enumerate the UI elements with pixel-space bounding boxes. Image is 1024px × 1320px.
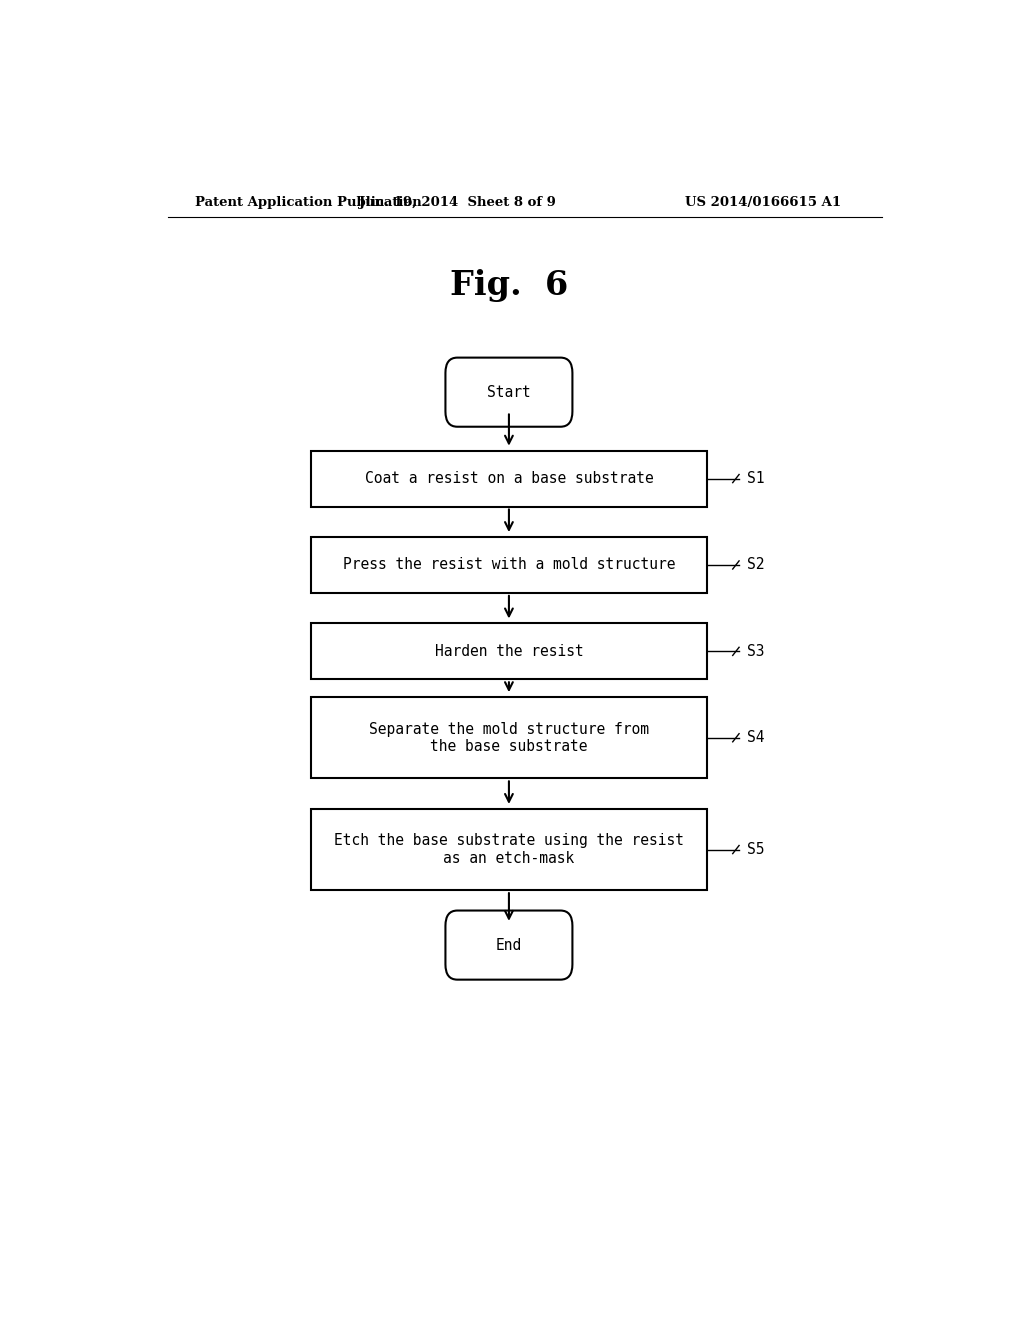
Text: US 2014/0166615 A1: US 2014/0166615 A1 [685, 195, 841, 209]
Text: Separate the mold structure from
the base substrate: Separate the mold structure from the bas… [369, 722, 649, 754]
Bar [310, 537, 708, 593]
Text: End: End [496, 937, 522, 953]
Text: Etch the base substrate using the resist
as an etch-mask: Etch the base substrate using the resist… [334, 833, 684, 866]
Text: Press the resist with a mold structure: Press the resist with a mold structure [343, 557, 675, 573]
FancyBboxPatch shape [445, 911, 572, 979]
Text: S4: S4 [748, 730, 765, 746]
Text: Jun. 19, 2014  Sheet 8 of 9: Jun. 19, 2014 Sheet 8 of 9 [358, 195, 556, 209]
Text: S5: S5 [748, 842, 765, 857]
Text: Patent Application Publication: Patent Application Publication [196, 195, 422, 209]
Text: S2: S2 [748, 557, 765, 573]
Text: Fig.  6: Fig. 6 [450, 269, 568, 302]
Bar [310, 450, 708, 507]
Text: Start: Start [487, 384, 530, 400]
Text: Harden the resist: Harden the resist [434, 644, 584, 659]
Bar [310, 697, 708, 779]
Text: Coat a resist on a base substrate: Coat a resist on a base substrate [365, 471, 653, 486]
Bar [310, 809, 708, 890]
Text: S1: S1 [748, 471, 765, 486]
Text: S3: S3 [748, 644, 765, 659]
Bar [310, 623, 708, 680]
FancyBboxPatch shape [445, 358, 572, 426]
